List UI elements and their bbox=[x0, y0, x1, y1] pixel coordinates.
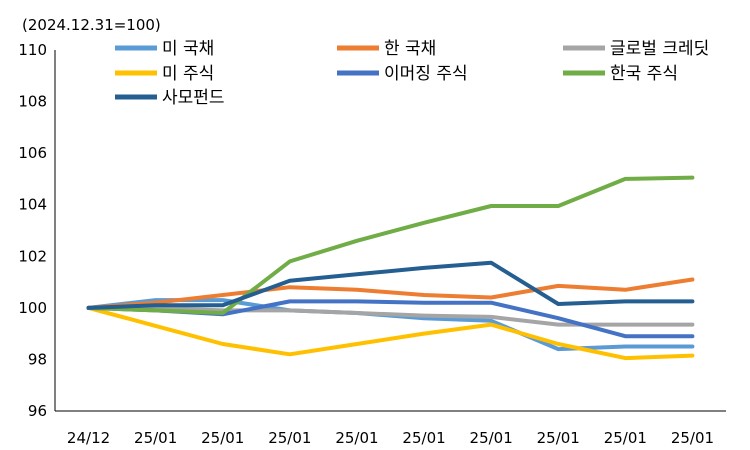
x-tick-label: 25/01 bbox=[201, 429, 244, 447]
y-tick-label: 106 bbox=[18, 144, 47, 162]
legend-label: 이머징 주식 bbox=[384, 64, 468, 84]
legend-item: 미 주식 bbox=[115, 64, 214, 84]
legend-label: 미 국채 bbox=[162, 39, 214, 59]
legend-item: 한 국채 bbox=[337, 39, 436, 59]
x-tick-label: 25/01 bbox=[134, 429, 177, 447]
legend-item: 한국 주식 bbox=[563, 64, 678, 84]
series-line-한국-주식 bbox=[86, 175, 695, 315]
y-tick-label: 108 bbox=[18, 93, 47, 111]
x-tick-label: 25/01 bbox=[268, 429, 311, 447]
y-tick-label: 96 bbox=[28, 402, 47, 420]
x-tick-label: 24/12 bbox=[67, 429, 110, 447]
x-tick-label: 25/01 bbox=[537, 429, 580, 447]
unit-label: (2024.12.31=100) bbox=[22, 16, 161, 34]
legend-item: 미 국채 bbox=[115, 39, 214, 59]
y-tick-label: 98 bbox=[28, 350, 47, 368]
legend-item: 사모펀드 bbox=[115, 88, 225, 108]
legend-label: 한국 주식 bbox=[610, 64, 678, 84]
series-line-한-국채 bbox=[86, 277, 695, 310]
legend-label: 미 주식 bbox=[162, 64, 214, 84]
series-line-사모펀드 bbox=[86, 260, 695, 310]
legend-item: 이머징 주식 bbox=[337, 64, 468, 84]
y-tick-label: 102 bbox=[18, 247, 47, 265]
x-axis: 24/12 25/01 25/01 25/01 25/01 25/01 25/01 25/01… bbox=[55, 410, 726, 447]
y-tick-label: 100 bbox=[18, 299, 47, 317]
y-axis: 96 98 100 102 104 106 108 110 bbox=[18, 41, 56, 420]
legend-label: 글로벌 크레딧 bbox=[610, 39, 709, 59]
x-tick-label: 25/01 bbox=[671, 429, 714, 447]
series-layer bbox=[86, 175, 695, 361]
series-line-미-주식 bbox=[86, 305, 695, 361]
x-tick-label: 25/01 bbox=[335, 429, 378, 447]
series-line-글로벌-크레딧 bbox=[86, 305, 695, 327]
x-tick-label: 25/01 bbox=[470, 429, 513, 447]
legend-label: 사모펀드 bbox=[162, 88, 225, 108]
y-tick-label: 104 bbox=[18, 196, 47, 214]
legend-item: 글로벌 크레딧 bbox=[563, 39, 709, 59]
y-tick-label: 110 bbox=[18, 41, 47, 59]
legend-label: 한 국채 bbox=[384, 39, 436, 59]
x-tick-label: 25/01 bbox=[402, 429, 445, 447]
x-tick-label: 25/01 bbox=[604, 429, 647, 447]
